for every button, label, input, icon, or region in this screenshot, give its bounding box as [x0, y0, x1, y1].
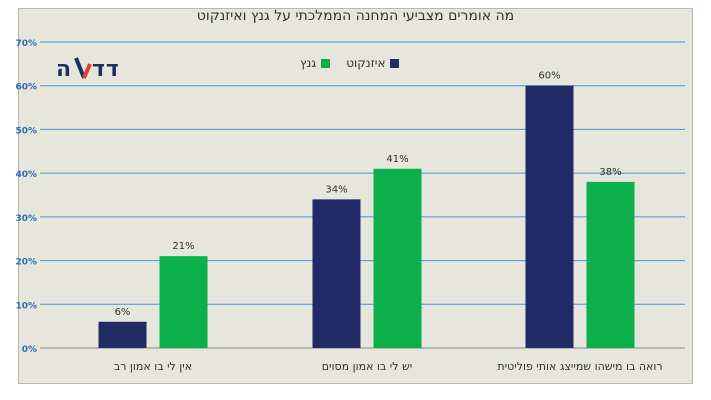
x-tick-label: יש לי בו אמון מסוים [322, 360, 413, 373]
bar [525, 85, 574, 348]
legend-swatch-eisenkot [390, 58, 400, 68]
svg-text:ה: ה [56, 57, 72, 82]
y-tick-label: 70% [15, 39, 37, 49]
bar [312, 199, 361, 348]
data-label: 38% [599, 167, 621, 178]
legend-label-eisenkot: איזנקוט [346, 56, 386, 70]
bar [159, 256, 208, 348]
brand-logo: ה דד [56, 54, 126, 88]
bar [98, 321, 147, 348]
data-label: 60% [538, 71, 560, 82]
chart-legend: איזנקוט גנץ [300, 56, 400, 70]
y-tick-label: 10% [15, 301, 37, 311]
x-tick-label: רואה בו מישהו שמייצג אותי פוליטית [497, 360, 662, 373]
data-label: 41% [386, 154, 408, 165]
bar [373, 168, 422, 348]
legend-swatch-gantz [321, 58, 331, 68]
y-tick-label: 30% [15, 214, 37, 224]
data-label: 21% [172, 241, 194, 252]
bar [586, 181, 635, 348]
y-tick-label: 0% [22, 345, 37, 355]
data-label: 6% [115, 307, 131, 318]
legend-item-eisenkot: איזנקוט [346, 56, 400, 70]
svg-text:דד: דד [92, 57, 120, 82]
y-tick-label: 50% [15, 126, 37, 136]
y-tick-label: 40% [15, 170, 37, 180]
chart-title: מה אומרים מצביעי המחנה הממלכתי על גנץ וא… [196, 8, 515, 24]
y-tick-label: 20% [15, 258, 37, 268]
y-tick-label: 60% [15, 83, 37, 93]
legend-label-gantz: גנץ [300, 56, 317, 70]
x-tick-label: אין לי בו אמון רב [114, 360, 192, 373]
data-label: 34% [325, 184, 347, 195]
legend-item-gantz: גנץ [300, 56, 331, 70]
